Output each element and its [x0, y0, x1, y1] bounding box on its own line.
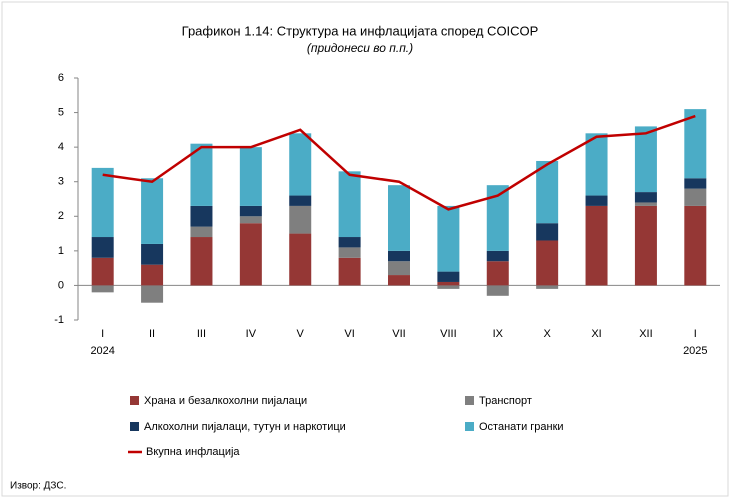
bar-segment	[141, 243, 164, 265]
bar-segment	[338, 247, 361, 258]
legend-label: Алкохолни пијалаци, тутун и наркотици	[144, 421, 346, 433]
bar-segment	[388, 261, 410, 276]
bar-segment	[141, 264, 164, 286]
bar-segment	[190, 143, 213, 206]
bar-segment	[388, 250, 410, 262]
y-tick-label: -1	[54, 314, 64, 326]
bar-segment	[141, 178, 164, 244]
x-tick-label: X	[543, 328, 551, 340]
legend-label: Вкупна инфлација	[146, 446, 240, 458]
bar-segment	[91, 285, 114, 293]
legend-swatch	[130, 422, 139, 431]
total-line	[102, 114, 696, 211]
bar-segment	[585, 195, 608, 206]
bar-segment	[239, 223, 262, 286]
bar-segment	[289, 205, 312, 234]
bar-segment	[634, 202, 657, 206]
bar-segment	[388, 185, 410, 251]
bar-segment	[338, 171, 361, 238]
bar-segment	[190, 226, 213, 238]
bar-segment	[536, 160, 559, 224]
bar-segment	[684, 178, 707, 189]
x-tick-label: III	[197, 328, 206, 340]
bar-segment	[190, 237, 213, 286]
bar-segment	[634, 126, 657, 193]
chart-subtitle: (придонеси во п.п.)	[307, 41, 413, 55]
bar-segment	[437, 271, 460, 282]
bar-segment	[289, 233, 312, 286]
bar-segment	[684, 188, 707, 206]
bar-segment	[437, 281, 460, 286]
x-tick-label: V	[297, 328, 305, 340]
x-year-label: 2025	[683, 345, 707, 357]
bar-segment	[91, 237, 114, 258]
legend-swatch	[465, 422, 474, 431]
bar-segment	[486, 285, 509, 296]
y-tick-label: 3	[58, 176, 64, 188]
bar-segment	[536, 285, 559, 289]
y-tick-label: 2	[58, 210, 64, 222]
y-tick-label: 0	[58, 279, 64, 291]
bar-segment	[190, 205, 213, 227]
x-tick-label: VI	[344, 328, 354, 340]
x-tick-label: IV	[246, 328, 257, 340]
bar-segment	[141, 285, 164, 303]
bar-segment	[338, 257, 361, 286]
legend-label: Останати гранки	[479, 421, 564, 433]
bar-segment	[486, 185, 509, 251]
bar-segment	[239, 147, 262, 206]
source: Извор: ДЗС.	[10, 481, 66, 492]
bar-segment	[585, 205, 608, 286]
bar-segment	[437, 285, 460, 289]
bar-segment	[684, 109, 707, 179]
x-tick-label: XI	[591, 328, 601, 340]
x-tick-label: XII	[639, 328, 652, 340]
bar-segment	[91, 257, 114, 286]
bar-segment	[239, 205, 262, 217]
legend-swatch	[465, 396, 474, 405]
y-tick-label: 4	[58, 141, 64, 153]
bar-segment	[634, 205, 657, 286]
bar-segment	[388, 275, 410, 286]
bar-segment	[585, 133, 608, 196]
legend-label: Транспорт	[479, 395, 532, 407]
x-year-label: 2024	[90, 345, 114, 357]
x-tick-label: VIII	[440, 328, 457, 340]
y-tick-label: 6	[58, 72, 64, 84]
bar-segment	[536, 223, 559, 241]
bar-segment	[91, 167, 114, 238]
x-tick-label: VII	[392, 328, 405, 340]
bar-segment	[486, 250, 509, 262]
bar-segment	[289, 195, 312, 206]
bar-segment	[536, 240, 559, 286]
chart-title: Графикон 1.14: Структура на инфлацијата …	[182, 23, 539, 38]
x-tick-label: II	[149, 328, 155, 340]
bar-segment	[486, 261, 509, 286]
bar-segment	[239, 216, 262, 224]
x-tick-label: I	[694, 328, 697, 340]
bar-segment	[338, 237, 361, 248]
bar-segment	[289, 133, 312, 196]
bar-segment	[634, 192, 657, 203]
y-tick-label: 1	[58, 245, 64, 257]
x-tick-label: I	[101, 328, 104, 340]
y-tick-label: 5	[58, 106, 64, 118]
legend-swatch	[130, 396, 139, 405]
bar-segment	[437, 205, 460, 272]
x-tick-label: IX	[493, 328, 504, 340]
legend-label: Храна и безалкохолни пијалаци	[144, 395, 307, 407]
bar-segment	[684, 205, 707, 286]
